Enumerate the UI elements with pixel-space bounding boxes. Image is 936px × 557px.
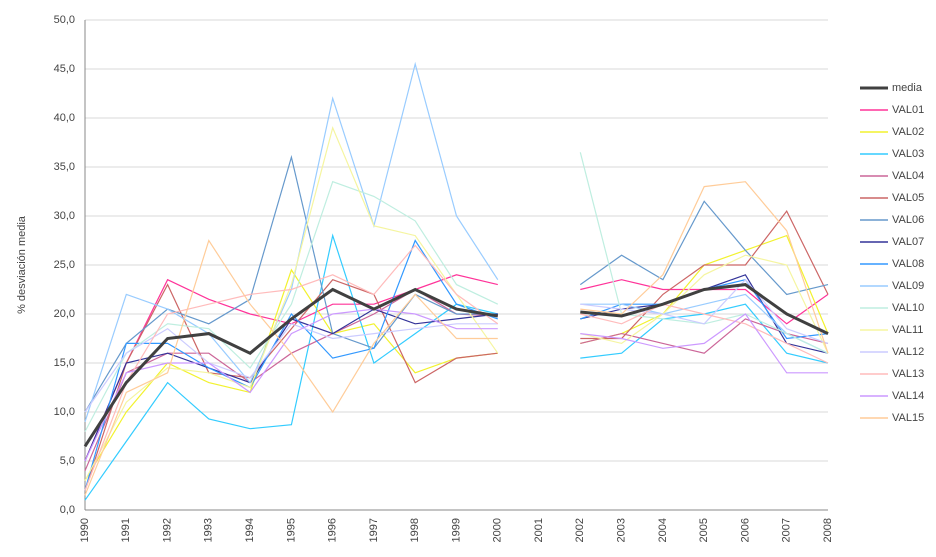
series-line <box>84 209 829 491</box>
x-tick-label: 1991 <box>120 518 132 542</box>
legend-label: VAL07 <box>892 236 924 248</box>
series-line <box>84 308 828 462</box>
y-tick-label: 20,0 <box>54 308 75 320</box>
legend-label: VAL15 <box>892 412 924 424</box>
y-tick-label: 10,0 <box>54 406 75 418</box>
x-tick-label: 2006 <box>739 518 751 542</box>
legend-label: VAL05 <box>892 192 924 204</box>
x-tick-label: 2000 <box>492 518 504 542</box>
legend-label: VAL13 <box>892 368 924 380</box>
series-line <box>84 274 829 462</box>
y-axis-label: % desviación media <box>16 215 28 314</box>
legend-label: VAL06 <box>892 214 924 226</box>
x-tick-label: 1998 <box>409 518 421 542</box>
legend-label: VAL10 <box>892 302 924 314</box>
x-tick-label: 1996 <box>327 518 339 542</box>
x-tick-label: 2001 <box>533 518 545 542</box>
series-line <box>84 152 829 432</box>
x-tick-label: 1993 <box>203 518 215 542</box>
y-tick-label: 30,0 <box>54 210 75 222</box>
series-line <box>84 244 829 491</box>
x-tick-label: 1994 <box>244 518 256 542</box>
legend-label: VAL09 <box>892 280 924 292</box>
y-tick-label: 50,0 <box>54 14 75 26</box>
x-tick-label: 1999 <box>450 518 462 542</box>
legend-label: VAL02 <box>892 126 924 138</box>
y-tick-label: 25,0 <box>54 259 75 271</box>
y-tick-label: 15,0 <box>54 357 75 369</box>
series-line <box>84 181 829 496</box>
x-tick-label: 1997 <box>368 518 380 542</box>
legend-label: VAL14 <box>892 390 924 402</box>
y-tick-label: 0,0 <box>60 504 75 516</box>
y-tick-label: 5,0 <box>60 455 75 467</box>
x-tick-label: 1990 <box>79 518 91 542</box>
x-tick-label: 2007 <box>781 518 793 542</box>
y-tick-label: 40,0 <box>54 112 75 124</box>
x-tick-label: 2003 <box>616 518 628 542</box>
legend-label: VAL11 <box>892 324 923 336</box>
legend-label: VAL01 <box>892 104 924 116</box>
series-line <box>84 274 829 462</box>
legend-label: VAL12 <box>892 346 924 358</box>
legend-label: VAL03 <box>892 148 924 160</box>
x-tick-label: 2005 <box>698 518 710 542</box>
series-line <box>83 283 829 448</box>
legend-label: VAL04 <box>892 170 924 182</box>
x-tick-label: 1995 <box>285 518 297 542</box>
series-line <box>84 239 829 491</box>
y-tick-label: 45,0 <box>54 63 75 75</box>
y-tick-label: 35,0 <box>54 161 75 173</box>
x-tick-label: 1992 <box>161 518 173 542</box>
legend-label: media <box>892 82 923 94</box>
series-line <box>84 154 829 413</box>
x-tick-label: 2002 <box>574 518 586 542</box>
x-tick-label: 2008 <box>822 518 834 542</box>
x-tick-label: 2004 <box>657 518 669 542</box>
legend-label: VAL08 <box>892 258 924 270</box>
